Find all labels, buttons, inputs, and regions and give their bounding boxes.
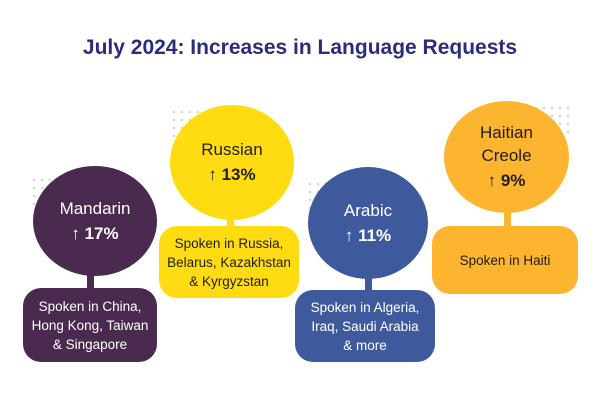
russian-bubble: Russian ↑ 13% [170,105,294,220]
mandarin-region-box: Spoken in China, Hong Kong, Taiwan & Sin… [23,288,157,362]
region-line: & more [343,337,387,353]
haitian-creole-connector [504,200,511,234]
haitian-creole-region-box: Spoken in Haiti [432,226,578,294]
language-name: Russian [201,140,263,159]
region-line: & Kyrgyzstan [189,273,269,289]
region-line: Hong Kong, Taiwan [31,317,149,333]
region-line: Spoken in Russia, [174,235,284,251]
region-line: Spoken in Haiti [459,252,551,268]
increase-percent: ↑ 11% [344,225,392,245]
mandarin-bubble: Mandarin ↑ 17% [33,166,157,276]
region-line: Spoken in China, [38,298,142,314]
region-line: Belarus, Kazakhstan [167,254,291,270]
region-line: Spoken in Algeria, [310,299,420,315]
arabic-bubble: Arabic ↑ 11% [308,167,428,279]
page-title: July 2024: Increases in Language Request… [82,36,518,59]
region-line: & Singapore [52,336,128,352]
language-name: Arabic [343,200,393,220]
increase-percent: ↑ 17% [71,223,119,243]
language-name-line: Creole [481,146,532,165]
language-name-line: Haitian [480,123,533,142]
arabic-region-box: Spoken in Algeria, Iraq, Saudi Arabia & … [295,290,435,362]
haitian-creole-bubble: Haitian Creole ↑ 9% [444,101,569,213]
region-line: Iraq, Saudi Arabia [311,318,419,334]
increase-percent: ↑ 13% [208,165,256,184]
russian-region-box: Spoken in Russia, Belarus, Kazakhstan & … [159,226,299,298]
language-name: Mandarin [59,198,131,218]
increase-percent: ↑ 9% [487,171,526,190]
